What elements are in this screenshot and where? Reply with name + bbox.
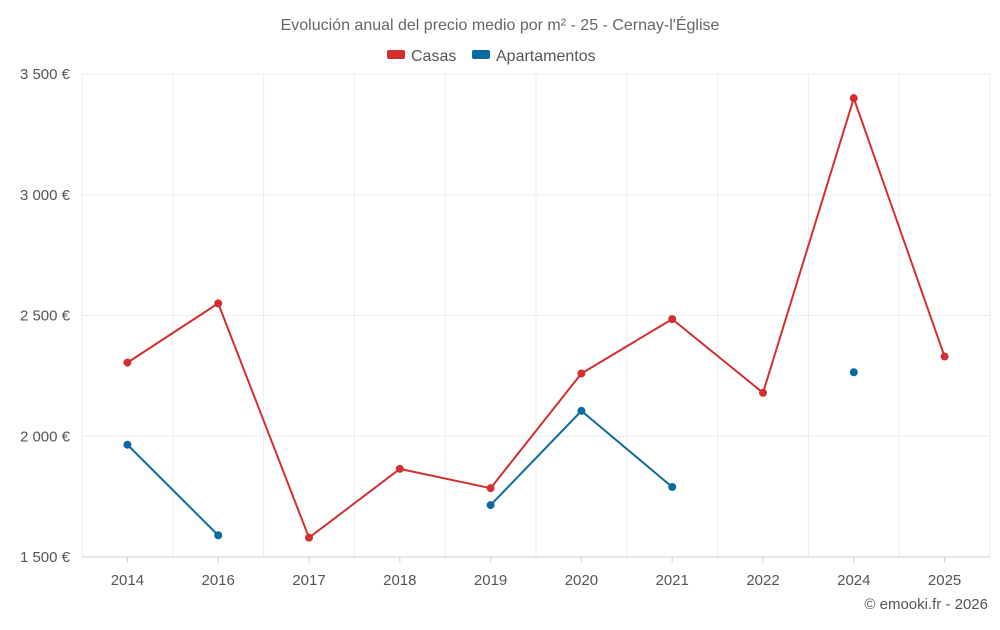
- data-point-apartamentos[interactable]: [123, 440, 132, 449]
- data-point-apartamentos[interactable]: [214, 531, 223, 540]
- series-line-apartamentos: [489, 409, 673, 506]
- x-tick-label: 2019: [474, 572, 507, 589]
- x-tick-label: 2022: [746, 572, 779, 589]
- legend-swatch-apartamentos: [472, 50, 490, 59]
- grid-lines: [81, 73, 991, 557]
- data-point-casas[interactable]: [305, 533, 313, 542]
- chart-title: Evolución anual del precio medio por m² …: [281, 15, 720, 34]
- x-tick-label: 2018: [383, 572, 416, 589]
- series-casas: [123, 94, 949, 542]
- legend-label-apartamentos: Apartamentos: [496, 48, 596, 65]
- x-tick-label: 2016: [202, 572, 235, 589]
- legend: Casas Apartamentos: [387, 48, 596, 65]
- series-line-apartamentos: [126, 443, 219, 537]
- data-point-apartamentos[interactable]: [486, 501, 495, 510]
- data-point-casas[interactable]: [486, 484, 495, 493]
- data-point-casas[interactable]: [849, 94, 858, 103]
- x-tick-label: 2025: [928, 572, 961, 589]
- legend-item-apartamentos[interactable]: Apartamentos: [472, 48, 596, 65]
- credit-label: © emooki.fr - 2026: [864, 596, 988, 613]
- series-layer: [123, 94, 949, 542]
- series-apartamentos: [123, 368, 858, 540]
- data-point-apartamentos[interactable]: [668, 482, 677, 491]
- data-point-casas[interactable]: [577, 369, 586, 378]
- x-tick-label: 2017: [292, 572, 325, 589]
- y-tick-label: 3 000 €: [20, 187, 71, 204]
- data-point-apartamentos[interactable]: [577, 406, 586, 415]
- y-axis-ticks: 1 500 € 2 000 € 2 500 € 3 000 € 3 500 €: [20, 66, 71, 566]
- data-point-casas[interactable]: [668, 315, 677, 324]
- data-point-casas[interactable]: [214, 299, 223, 308]
- y-tick-label: 1 500 €: [20, 549, 71, 566]
- x-tick-label: 2020: [565, 572, 598, 589]
- data-point-apartamentos[interactable]: [849, 368, 858, 377]
- y-tick-label: 2 500 €: [20, 308, 71, 325]
- y-tick-label: 3 500 €: [20, 66, 71, 83]
- axes: [82, 556, 990, 563]
- data-point-casas[interactable]: [759, 388, 767, 397]
- data-point-casas[interactable]: [123, 358, 132, 367]
- x-tick-label: 2014: [111, 572, 144, 589]
- x-tick-label: 2021: [656, 572, 689, 589]
- legend-swatch-casas: [387, 50, 405, 59]
- series-line-casas: [126, 97, 946, 539]
- legend-item-casas[interactable]: Casas: [387, 48, 456, 65]
- y-tick-label: 2 000 €: [20, 428, 71, 445]
- x-axis-ticks: 2014 2016 2017 2018 2019 2020 2021 2022 2024 2025: [111, 572, 962, 589]
- data-point-casas[interactable]: [940, 352, 949, 361]
- data-point-casas[interactable]: [395, 464, 404, 473]
- legend-label-casas: Casas: [411, 48, 456, 65]
- x-tick-label: 2024: [837, 572, 870, 589]
